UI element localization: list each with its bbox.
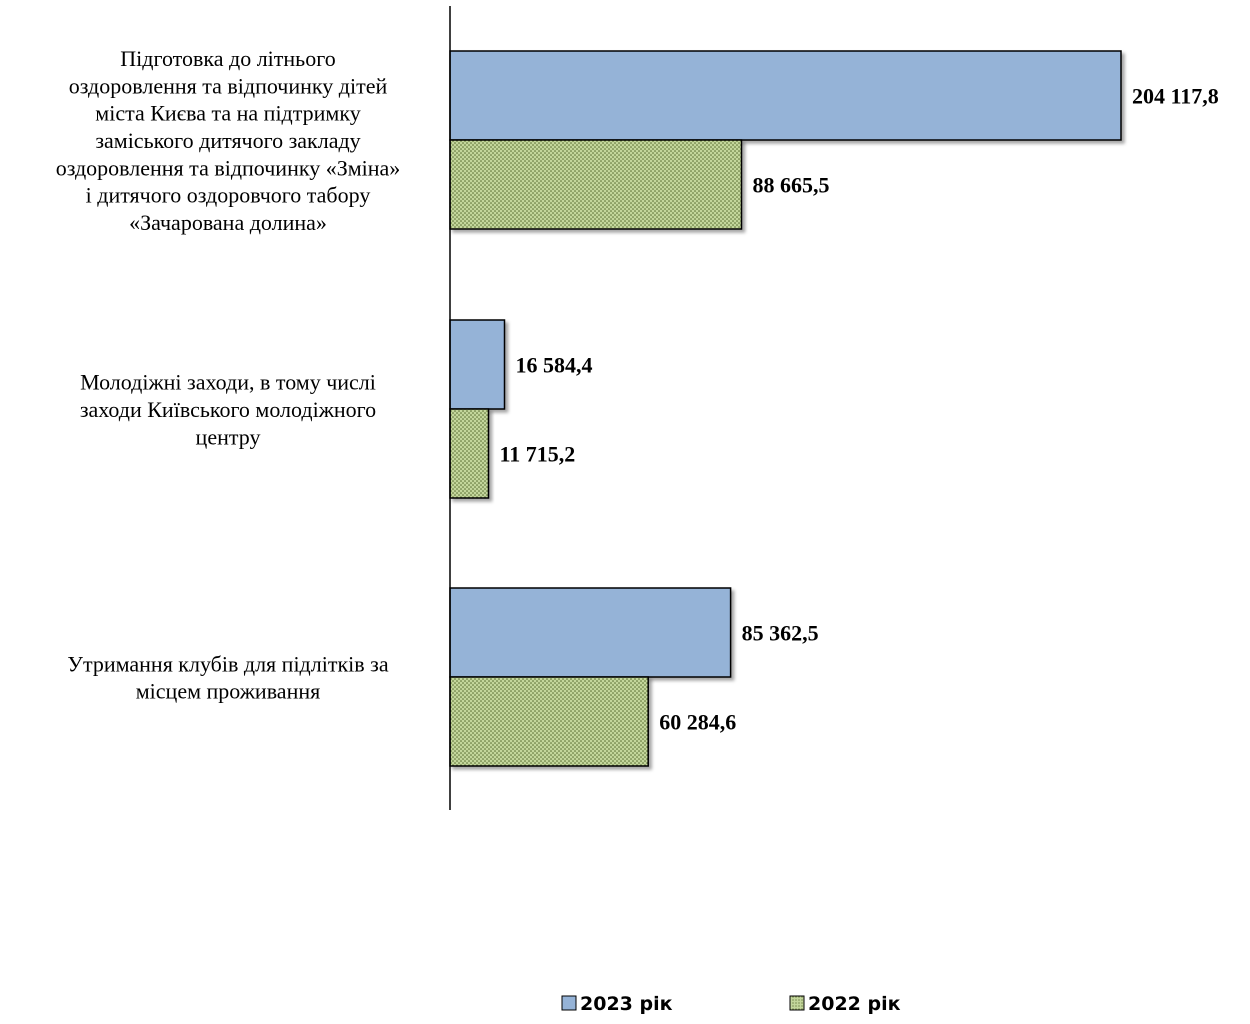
category-label: Підготовка до літнього оздоровлення та ві… [56, 46, 401, 235]
category-label-line: заходи Київського молодіжного [80, 397, 376, 422]
bar-2022 [449, 408, 490, 499]
bar-2023 [449, 50, 1122, 141]
data-label: 16 584,4 [516, 353, 593, 378]
category-label-line: міста Києва та на підтримку [95, 101, 360, 126]
bar-2023 [449, 319, 506, 410]
category-label-line: «Зачарована долина» [129, 210, 327, 235]
category-label-line: заміського дитячого закладу [95, 128, 360, 153]
data-label: 88 665,5 [753, 173, 830, 198]
bar-2022 [449, 139, 743, 230]
category-label: Молодіжні заходи, в тому числі заходи Киї… [80, 370, 376, 450]
legend-label-2023: 2023 рік [580, 993, 673, 1015]
category-label-line: Підготовка до літнього [120, 46, 335, 71]
data-label: 11 715,2 [500, 442, 576, 467]
category-label-line: Молодіжні заходи, в тому числі [80, 370, 376, 395]
category-label-line: і дитячого оздоровчого табору [86, 183, 371, 208]
category-label-line: Утримання клубів для підлітків за [67, 651, 388, 676]
data-label: 85 362,5 [742, 621, 819, 646]
bars-layer [449, 50, 1122, 767]
category-label-line: центру [196, 424, 261, 449]
category-label-line: оздоровлення та відпочинку дітей [69, 73, 388, 98]
category-label: Утримання клубів для підлітків за місцем … [67, 651, 388, 703]
legend-label-2022: 2022 рік [808, 993, 901, 1015]
bar-2022 [449, 676, 649, 767]
data-label: 204 117,8 [1132, 84, 1219, 109]
labels-layer: Підготовка до літнього оздоровлення та ві… [56, 46, 1219, 734]
bar-2023 [449, 587, 732, 678]
legend-swatch-2022 [789, 995, 805, 1011]
category-label-line: оздоровлення та відпочинку «Зміна» [56, 155, 401, 180]
category-label-line: місцем проживання [136, 679, 321, 704]
data-label: 60 284,6 [659, 710, 736, 735]
legend: 2023 рік 2022 рік [561, 993, 901, 1015]
legend-swatch-2023 [561, 995, 577, 1011]
